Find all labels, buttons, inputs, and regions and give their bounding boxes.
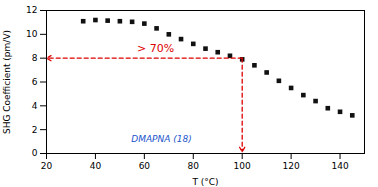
svg-text:T (°C): T (°C) (191, 177, 218, 187)
svg-text:120: 120 (283, 161, 300, 171)
svg-text:2: 2 (32, 125, 38, 135)
svg-text:20: 20 (41, 161, 53, 171)
svg-text:10: 10 (26, 29, 38, 39)
svg-text:60: 60 (139, 161, 151, 171)
svg-text:DMAPNA (18): DMAPNA (18) (131, 134, 192, 144)
svg-text:140: 140 (331, 161, 348, 171)
svg-text:40: 40 (90, 161, 102, 171)
svg-text:100: 100 (234, 161, 251, 171)
svg-text:4: 4 (32, 101, 38, 111)
svg-text:0: 0 (32, 148, 38, 158)
svg-text:> 70%: > 70% (137, 42, 174, 55)
svg-text:80: 80 (188, 161, 200, 171)
svg-text:6: 6 (32, 77, 38, 87)
svg-text:8: 8 (32, 53, 38, 63)
svg-text:12: 12 (26, 5, 37, 15)
svg-text:SHG Coefficient (pm/V): SHG Coefficient (pm/V) (2, 30, 12, 134)
